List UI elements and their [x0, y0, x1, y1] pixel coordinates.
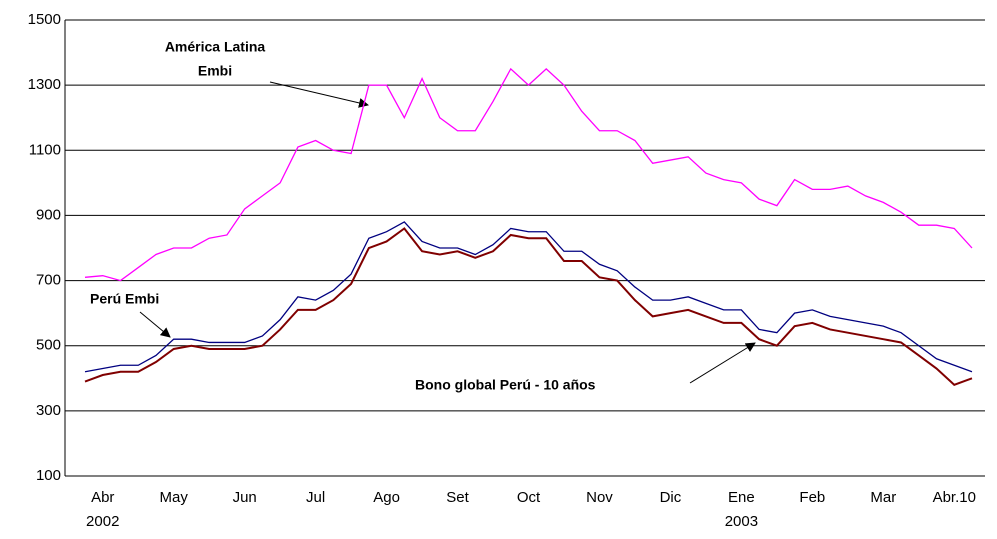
x-tick-label: Jun [233, 489, 257, 506]
arrow [689, 342, 756, 384]
x-tick-label: Set [446, 489, 469, 506]
y-tick-label: 300 [36, 402, 61, 419]
line-series [84, 221, 973, 373]
y-tick-label: 1300 [28, 76, 61, 93]
year-label: 2003 [725, 513, 758, 530]
y-tick-label: 1100 [29, 141, 61, 158]
annotation: América Latina [165, 39, 266, 55]
x-tick-label: Abr.10 [933, 489, 976, 506]
x-tick-label: Jul [306, 489, 325, 506]
x-tick-label: Mar [870, 489, 896, 506]
annotation: Bono global Perú - 10 años [415, 377, 596, 393]
arrow [269, 81, 369, 108]
x-tick-label: Ene [728, 489, 755, 506]
x-tick-label: Feb [799, 489, 825, 506]
x-tick-label: Oct [517, 489, 541, 506]
y-tick-label: 1500 [28, 11, 61, 28]
x-tick-label: Dic [660, 489, 682, 506]
y-tick-label: 500 [36, 337, 61, 354]
x-tick-label: Ago [373, 489, 400, 506]
line-series [84, 67, 973, 282]
y-tick-label: 100 [36, 467, 61, 484]
arrow [139, 311, 171, 338]
year-label: 2002 [86, 513, 119, 530]
y-tick-label: 900 [36, 206, 61, 223]
x-tick-label: May [160, 489, 189, 506]
x-tick-label: Nov [586, 489, 613, 506]
line-series [84, 227, 973, 386]
annotation: Embi [198, 63, 232, 79]
x-tick-label: Abr [91, 489, 114, 506]
annotation: Perú Embi [90, 291, 159, 307]
y-tick-label: 700 [36, 272, 61, 289]
